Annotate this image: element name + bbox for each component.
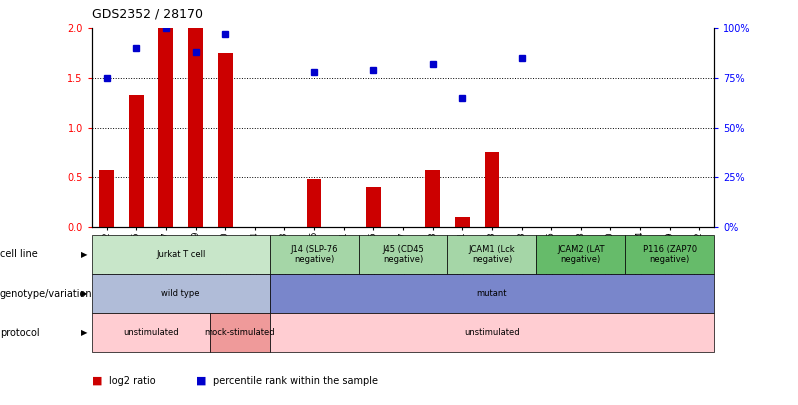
Bar	[270, 274, 714, 313]
Text: mutant: mutant	[476, 289, 508, 298]
Text: protocol: protocol	[0, 328, 40, 338]
Bar	[211, 313, 270, 352]
Bar	[270, 313, 714, 352]
Bar	[99, 170, 114, 227]
Bar	[218, 53, 232, 227]
Bar	[306, 179, 322, 227]
Text: ▶: ▶	[81, 328, 88, 337]
Bar	[92, 274, 270, 313]
Text: P116 (ZAP70
negative): P116 (ZAP70 negative)	[642, 245, 697, 264]
Bar	[425, 170, 440, 227]
Text: ■: ■	[196, 376, 206, 386]
Text: JCAM2 (LAT
negative): JCAM2 (LAT negative)	[557, 245, 605, 264]
Text: ▶: ▶	[81, 250, 88, 259]
Bar	[484, 152, 500, 227]
Text: J14 (SLP-76
negative): J14 (SLP-76 negative)	[290, 245, 338, 264]
Text: percentile rank within the sample: percentile rank within the sample	[213, 376, 378, 386]
Text: J45 (CD45
negative): J45 (CD45 negative)	[382, 245, 424, 264]
Bar	[448, 235, 536, 274]
Bar	[358, 235, 448, 274]
Text: genotype/variation: genotype/variation	[0, 289, 93, 298]
Bar	[128, 95, 144, 227]
Text: log2 ratio: log2 ratio	[109, 376, 156, 386]
Bar	[536, 235, 626, 274]
Text: Jurkat T cell: Jurkat T cell	[156, 250, 205, 259]
Text: wild type: wild type	[161, 289, 200, 298]
Text: GDS2352 / 28170: GDS2352 / 28170	[92, 7, 203, 20]
Text: unstimulated: unstimulated	[123, 328, 179, 337]
Bar	[626, 235, 714, 274]
Bar	[188, 28, 203, 227]
Text: cell line: cell line	[0, 249, 38, 260]
Bar	[92, 313, 211, 352]
Text: ▶: ▶	[81, 289, 88, 298]
Text: mock-stimulated: mock-stimulated	[204, 328, 275, 337]
Text: JCAM1 (Lck
negative): JCAM1 (Lck negative)	[468, 245, 516, 264]
Text: unstimulated: unstimulated	[464, 328, 519, 337]
Bar	[455, 217, 470, 227]
Bar	[159, 28, 173, 227]
Bar	[270, 235, 358, 274]
Text: ■: ■	[92, 376, 102, 386]
Bar	[92, 235, 270, 274]
Bar	[366, 187, 381, 227]
